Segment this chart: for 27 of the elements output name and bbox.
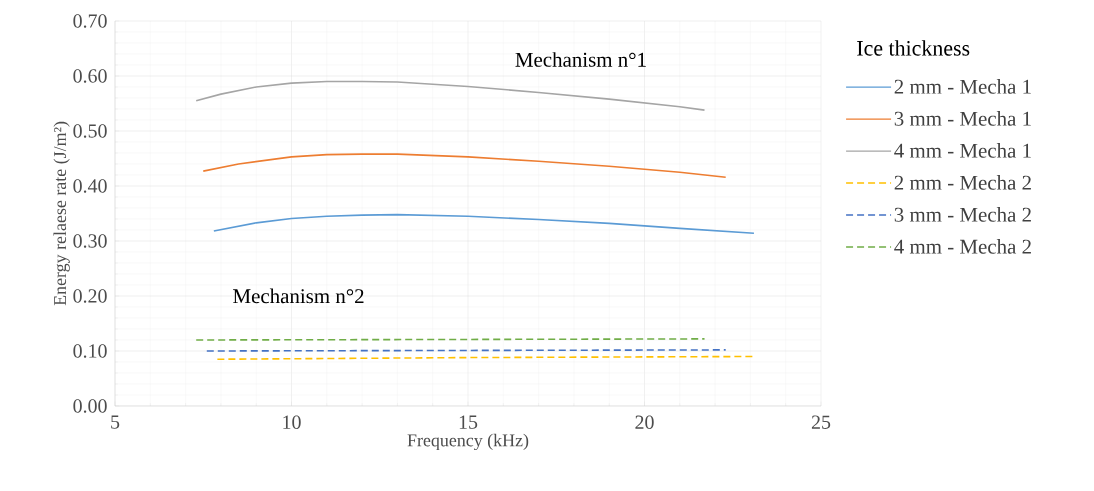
y-tick-label: 0.70 xyxy=(73,14,107,28)
legend-label: 4 mm - Mecha 2 xyxy=(894,239,1031,254)
x-tick-label: 15 xyxy=(459,415,478,429)
y-tick-label: 0.40 xyxy=(73,179,107,193)
x-tick-label: 20 xyxy=(635,415,654,429)
line-series xyxy=(213,213,755,235)
line-series xyxy=(202,153,727,178)
y-tick-label: 0.20 xyxy=(73,289,107,303)
x-tick-label: 5 xyxy=(111,415,120,429)
line-series xyxy=(195,80,706,111)
x-tick-label: 10 xyxy=(283,415,301,429)
legend-title: Ice thickness xyxy=(857,40,970,56)
legend-label: 4 mm - Mecha 1 xyxy=(894,143,1031,158)
legend-label: 3 mm - Mecha 1 xyxy=(894,111,1031,126)
annotation: Mechanism n°2 xyxy=(233,288,364,304)
y-tick-label: 0.30 xyxy=(73,234,107,248)
annotation: Mechanism n°1 xyxy=(515,52,646,67)
y-tick-label: 0.10 xyxy=(73,344,107,358)
legend-label: 2 mm - Mecha 1 xyxy=(894,79,1031,94)
y-tick-label: 0.50 xyxy=(73,124,107,138)
x-axis-title: Frequency (kHz) xyxy=(407,433,529,451)
legend-label: 2 mm - Mecha 2 xyxy=(894,175,1031,190)
x-tick-label: 25 xyxy=(811,415,831,429)
y-axis-title: Energy relaese rate (J/m²) xyxy=(53,121,70,306)
y-tick-label: 0.00 xyxy=(73,399,107,413)
legend-label: 3 mm - Mecha 2 xyxy=(894,207,1031,222)
y-tick-label: 0.60 xyxy=(73,69,107,83)
